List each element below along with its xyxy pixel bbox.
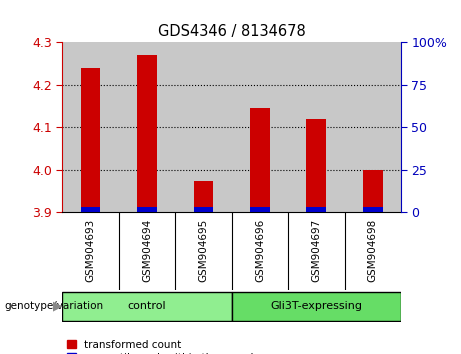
Bar	[231, 292, 401, 321]
Text: GSM904694: GSM904694	[142, 219, 152, 282]
Bar	[307, 119, 326, 212]
Text: GSM904696: GSM904696	[255, 219, 265, 282]
Bar	[344, 42, 401, 212]
Bar	[62, 42, 118, 212]
Bar	[81, 68, 100, 212]
Text: ▶: ▶	[53, 300, 63, 313]
Bar	[288, 42, 344, 212]
Bar	[81, 207, 100, 212]
Bar	[118, 42, 175, 212]
Text: genotype/variation: genotype/variation	[5, 301, 104, 311]
Text: GSM904697: GSM904697	[311, 219, 321, 282]
Bar	[194, 181, 213, 212]
Bar	[175, 42, 231, 212]
Text: GSM904698: GSM904698	[368, 219, 378, 282]
Bar	[231, 42, 288, 212]
Title: GDS4346 / 8134678: GDS4346 / 8134678	[158, 23, 306, 39]
Bar	[137, 207, 157, 212]
Text: control: control	[128, 301, 166, 311]
Bar	[363, 170, 383, 212]
Text: Gli3T-expressing: Gli3T-expressing	[270, 301, 362, 311]
Bar	[363, 207, 383, 212]
Bar	[137, 55, 157, 212]
Text: GSM904695: GSM904695	[198, 219, 208, 282]
Bar	[62, 292, 231, 321]
Text: GSM904693: GSM904693	[85, 219, 95, 282]
Legend: transformed count, percentile rank within the sample: transformed count, percentile rank withi…	[67, 340, 260, 354]
Bar	[307, 207, 326, 212]
Bar	[250, 108, 270, 212]
Bar	[194, 207, 213, 212]
Bar	[250, 207, 270, 212]
